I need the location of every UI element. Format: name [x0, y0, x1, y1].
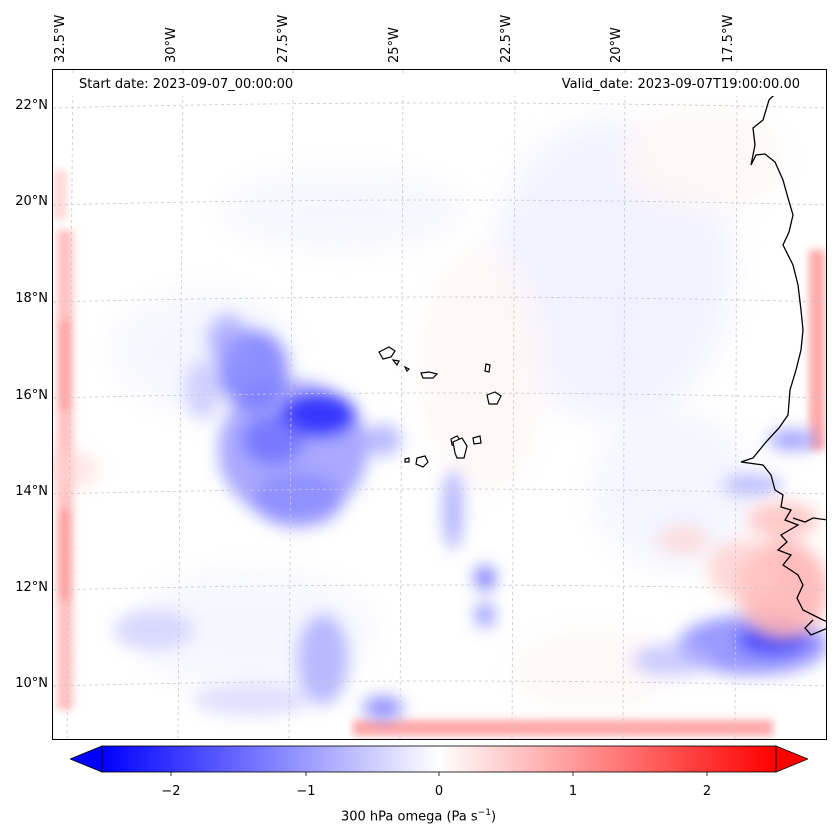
colorbar: [70, 745, 808, 776]
island-boa-vista: [486, 391, 502, 405]
lat-label-20n: 20°N: [15, 194, 48, 209]
lon-label-25w: 25°W: [387, 27, 402, 63]
colorbar-tick-marks: [170, 772, 708, 776]
lon-label-17.5w: 17.5°W: [721, 14, 736, 63]
island-sal: [484, 363, 491, 373]
island-santiago: [452, 437, 468, 459]
coastline: [740, 89, 826, 636]
island-sao-nicolau: [420, 371, 439, 379]
island-fogo: [415, 455, 429, 468]
coastal-positive-omega: [53, 450, 826, 640]
colorbar-tick-label: 1: [568, 784, 578, 799]
lon-label-32.5w: 32.5°W: [53, 14, 68, 63]
start-date-label: Start date: 2023-09-07_00:00:00: [79, 77, 294, 92]
island-maio-2: [472, 435, 482, 445]
date-banner: [70, 74, 810, 96]
lon-label-22.5w: 22.5°W: [499, 14, 514, 63]
colorbar-tick-label: 2: [702, 784, 712, 799]
lat-label-14n: 14°N: [15, 484, 48, 499]
southwest-weak-negative: [113, 610, 403, 720]
colorbar-tick-label: −2: [161, 784, 181, 799]
lat-label-12n: 12°N: [15, 580, 48, 595]
colorbar-gradient: [101, 745, 777, 773]
island-santa-luzia: [403, 365, 411, 373]
valid-date-label: Valid_date: 2023-09-07T19:00:00.00: [561, 77, 800, 92]
lat-label-16n: 16°N: [15, 388, 48, 403]
convective-system-negative-omega: [185, 315, 495, 627]
island-santo-antao: [378, 346, 396, 360]
lat-label-22n: 22°N: [15, 98, 48, 113]
map-panel: [52, 69, 827, 740]
background-anomalies: [113, 110, 783, 710]
lon-label-20w: 20°W: [609, 27, 624, 63]
omega-field-map: [53, 70, 826, 739]
island-sao-vicente: [391, 359, 400, 367]
colorbar-label: 300 hPa omega (Pa s−1): [340, 808, 497, 825]
lat-label-10n: 10°N: [15, 676, 48, 691]
colorbar-extend-min: [70, 745, 103, 773]
graticule: [53, 70, 826, 739]
colorbar-tick-label: −1: [296, 784, 316, 799]
lat-label-18n: 18°N: [15, 291, 48, 306]
lon-label-30w: 30°W: [164, 27, 179, 63]
colorbar-extend-max: [775, 745, 808, 773]
cape-verde-islands: [378, 346, 502, 468]
lon-label-27.5w: 27.5°W: [276, 14, 291, 63]
island-brava: [404, 457, 410, 463]
colorbar-tick-label: 0: [434, 784, 444, 799]
